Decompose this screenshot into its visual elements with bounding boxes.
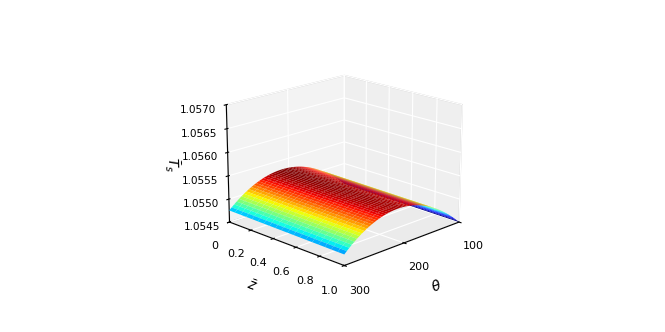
X-axis label: $\theta$: $\theta$: [429, 277, 444, 294]
Y-axis label: $\bar{z}$: $\bar{z}$: [245, 277, 259, 294]
